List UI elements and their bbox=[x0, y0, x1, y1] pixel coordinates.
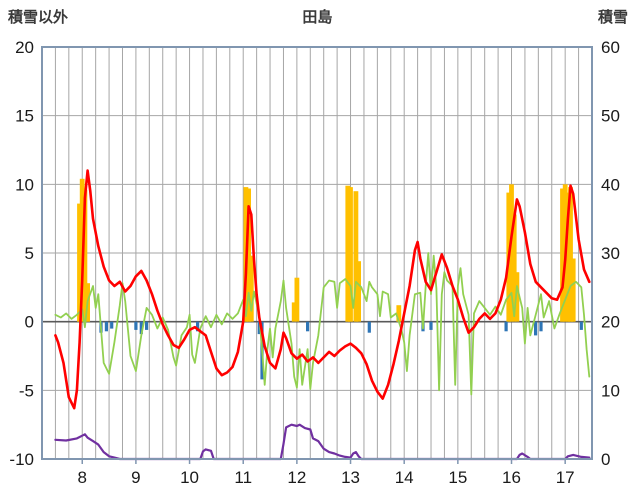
chart-title: 田島 bbox=[302, 9, 333, 26]
svg-text:15: 15 bbox=[448, 468, 467, 487]
left-axis-label: 積雪以外 bbox=[8, 9, 69, 26]
svg-text:20: 20 bbox=[15, 38, 34, 57]
svg-text:15: 15 bbox=[15, 107, 34, 126]
svg-text:8: 8 bbox=[78, 468, 87, 487]
svg-text:10: 10 bbox=[601, 381, 620, 400]
svg-text:10: 10 bbox=[15, 175, 34, 194]
svg-text:50: 50 bbox=[601, 107, 620, 126]
svg-text:5: 5 bbox=[25, 244, 34, 263]
svg-text:16: 16 bbox=[502, 468, 521, 487]
svg-text:0: 0 bbox=[601, 450, 610, 469]
svg-text:-10: -10 bbox=[9, 450, 34, 469]
svg-text:20: 20 bbox=[601, 313, 620, 332]
svg-text:13: 13 bbox=[341, 468, 360, 487]
right-axis-label: 積雪 bbox=[597, 9, 628, 26]
svg-text:40: 40 bbox=[601, 175, 620, 194]
svg-text:-5: -5 bbox=[19, 381, 34, 400]
svg-text:11: 11 bbox=[234, 468, 252, 487]
svg-text:17: 17 bbox=[556, 468, 575, 487]
svg-text:0: 0 bbox=[25, 313, 34, 332]
svg-text:9: 9 bbox=[131, 468, 140, 487]
svg-text:60: 60 bbox=[601, 38, 620, 57]
svg-text:14: 14 bbox=[395, 468, 414, 487]
svg-text:12: 12 bbox=[287, 468, 306, 487]
svg-text:30: 30 bbox=[601, 244, 620, 263]
svg-text:10: 10 bbox=[180, 468, 199, 487]
